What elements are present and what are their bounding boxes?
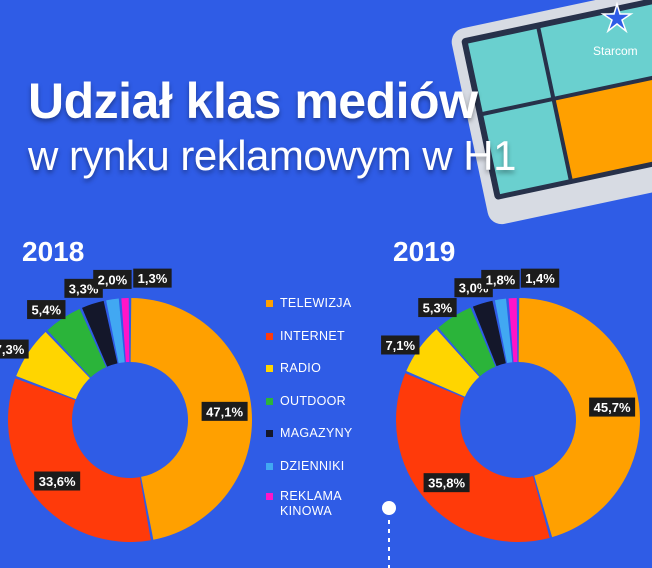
- slice-internet-2018: [7, 378, 151, 542]
- legend-item-dzienniki: DZIENNIKI: [266, 459, 345, 474]
- data-label-radio-2019: 7,1%: [385, 338, 415, 353]
- data-label-telewizja-2018: 47,1%: [206, 404, 243, 419]
- legend-label: OUTDOOR: [280, 394, 346, 408]
- slice-radio-2018: [16, 331, 90, 400]
- slice-magazyny-2018: [82, 300, 118, 367]
- legend-label: DZIENNIKI: [280, 459, 345, 473]
- data-label-bg: [93, 269, 132, 289]
- data-label-bg: [0, 339, 29, 359]
- data-label-bg: [27, 300, 66, 320]
- legend-label: REKLAMA KINOWA: [280, 489, 342, 518]
- data-label-reklama-kinowa-2019: 1,4%: [525, 271, 555, 286]
- data-label-bg: [201, 401, 248, 421]
- slice-internet-2019: [395, 373, 550, 542]
- slice-magazyny-2019: [472, 300, 506, 367]
- data-label-bg: [520, 268, 560, 288]
- legend-label: RADIO: [280, 361, 322, 375]
- chart-title-2018: 2018: [22, 236, 85, 267]
- slice-outdoor-2018: [47, 308, 107, 378]
- donut-chart-2018: 47,1% 33,6% 7,3% 5,4% 3,3%2,0% 1,3%: [0, 268, 253, 542]
- legend-item-radio: RADIO: [266, 361, 321, 376]
- page-title: Udział klas mediów: [28, 73, 478, 129]
- data-label-internet-2018: 33,6%: [39, 474, 76, 489]
- donut-chart-2019: 45,7%35,8%7,1%5,3%3,0%1,8% 1,4%: [381, 268, 641, 542]
- slice-reklama-kinowa-2018: [121, 298, 130, 363]
- data-label-bg: [64, 278, 103, 298]
- data-label-bg: [589, 397, 636, 417]
- legend-item-reklama-kinowa: REKLAMA KINOWA: [266, 489, 342, 519]
- legend-item-telewizja: TELEWIZJA: [266, 296, 351, 311]
- brand-name: Starcom: [593, 44, 638, 58]
- slice-dzienniki-2019: [494, 298, 513, 364]
- data-label-bg: [133, 268, 172, 288]
- data-label-internet-2019: 35,8%: [428, 476, 465, 491]
- legend-label: INTERNET: [280, 329, 345, 343]
- slice-telewizja-2019: [518, 298, 641, 538]
- legend-swatch: [266, 463, 273, 470]
- legend-swatch: [266, 493, 273, 500]
- slice-radio-2019: [406, 329, 480, 397]
- slice-reklama-kinowa-2019: [508, 298, 518, 363]
- legend-label: MAGAZYNY: [280, 426, 353, 440]
- legend-item-internet: INTERNET: [266, 329, 345, 344]
- data-label-magazyny-2018: 3,3%: [69, 281, 99, 296]
- data-label-bg: [381, 335, 420, 355]
- slice-outdoor-2019: [438, 307, 496, 377]
- slice-telewizja-2018: [130, 298, 253, 540]
- legend-swatch: [266, 300, 273, 307]
- data-label-bg: [418, 298, 457, 318]
- data-label-bg: [423, 473, 470, 493]
- legend-swatch: [266, 398, 273, 405]
- legend-swatch: [266, 430, 273, 437]
- data-label-outdoor-2019: 5,3%: [423, 301, 453, 316]
- legend-label: TELEWIZJA: [280, 296, 352, 310]
- tablet-illustration: [451, 0, 652, 225]
- slice-dzienniki-2018: [106, 298, 125, 364]
- data-label-telewizja-2019: 45,7%: [594, 400, 631, 415]
- legend-item-magazyny: MAGAZYNY: [266, 426, 353, 441]
- legend-item-outdoor: OUTDOOR: [266, 394, 346, 409]
- data-label-radio-2018: 7,3%: [0, 342, 25, 357]
- timeline-decoration: [382, 501, 396, 568]
- data-label-dzienniki-2019: 1,8%: [486, 272, 516, 287]
- legend-swatch: [266, 365, 273, 372]
- data-label-bg: [34, 471, 81, 491]
- chart-title-2019: 2019: [393, 236, 456, 267]
- page-subtitle: w rynku reklamowym w H1: [28, 132, 516, 179]
- data-label-dzienniki-2018: 2,0%: [98, 272, 128, 287]
- data-label-outdoor-2018: 5,4%: [31, 303, 61, 318]
- legend-swatch: [266, 333, 273, 340]
- data-label-bg: [481, 269, 520, 289]
- starcom-logo-icon: [600, 1, 634, 34]
- data-label-reklama-kinowa-2018: 1,3%: [138, 271, 168, 286]
